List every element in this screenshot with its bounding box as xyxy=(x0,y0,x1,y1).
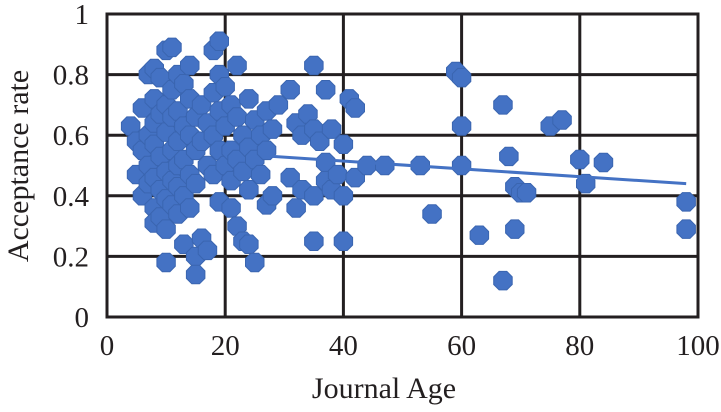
x-tick-label: 20 xyxy=(211,330,240,362)
x-tick-label: 0 xyxy=(100,330,115,362)
data-point-marker xyxy=(676,192,696,212)
data-point-marker xyxy=(570,149,590,170)
data-point-marker xyxy=(422,204,442,224)
data-point-marker xyxy=(345,98,365,118)
data-point-marker xyxy=(215,77,235,97)
data-point-marker xyxy=(505,219,525,239)
data-point-marker xyxy=(333,134,354,154)
y-tick-label: 0.8 xyxy=(53,60,89,92)
data-point-marker xyxy=(552,110,572,130)
data-point-marker xyxy=(315,80,336,100)
data-point-marker xyxy=(156,252,176,273)
data-point-marker xyxy=(333,231,354,251)
data-point-marker xyxy=(268,95,289,115)
x-tick-label: 80 xyxy=(565,330,594,362)
data-point-marker xyxy=(451,116,472,136)
y-axis-title: Acceptance rate xyxy=(2,70,35,262)
data-point-marker xyxy=(180,198,200,218)
data-point-marker xyxy=(239,89,259,109)
y-tick-label: 0.4 xyxy=(53,181,90,213)
data-point-marker xyxy=(185,264,206,285)
data-point-marker xyxy=(209,31,229,51)
data-point-marker xyxy=(185,173,206,194)
data-point-marker xyxy=(245,252,265,273)
y-tick-label: 0.6 xyxy=(53,120,89,152)
data-point-marker xyxy=(197,240,218,261)
x-tick-label: 60 xyxy=(447,330,476,362)
plot-area-border xyxy=(105,12,700,319)
y-axis-tick-labels: 0 0.2 0.4 0.6 0.8 1 xyxy=(53,0,90,334)
x-axis-tick-labels: 0 20 40 60 80 100 xyxy=(100,330,720,362)
data-point-marker xyxy=(321,119,342,139)
data-point-marker xyxy=(280,167,300,188)
data-point-marker xyxy=(451,67,472,88)
data-point-marker xyxy=(156,219,176,239)
data-point-marker xyxy=(239,234,259,254)
data-point-marker xyxy=(174,234,194,254)
data-point-marker xyxy=(499,146,519,167)
data-point-marker xyxy=(516,183,537,203)
data-point-marker xyxy=(221,198,241,218)
data-point-marker xyxy=(262,186,283,206)
x-axis-title: Journal Age xyxy=(312,372,456,405)
data-point-marker xyxy=(304,231,324,251)
data-point-marker xyxy=(493,270,513,291)
y-tick-label: 0.2 xyxy=(53,241,89,273)
data-point-marker xyxy=(150,67,170,88)
data-point-marker xyxy=(327,164,348,185)
x-tick-label: 40 xyxy=(329,330,358,362)
data-point-marker xyxy=(451,155,472,176)
trendline xyxy=(272,154,687,186)
data-point-marker xyxy=(593,152,614,173)
data-point-marker xyxy=(227,107,247,127)
data-point-marker xyxy=(280,80,300,100)
data-point-marker xyxy=(239,180,259,200)
data-point-marker xyxy=(333,186,354,206)
data-point-marker xyxy=(227,55,247,76)
data-points xyxy=(120,31,696,291)
data-point-marker xyxy=(304,55,324,76)
data-point-marker xyxy=(493,95,513,115)
data-point-marker xyxy=(676,219,696,239)
data-point-marker xyxy=(262,119,283,139)
data-point-marker xyxy=(469,225,490,245)
data-point-marker xyxy=(180,55,200,76)
data-point-marker xyxy=(286,198,306,218)
x-tick-label: 100 xyxy=(676,330,720,362)
data-point-marker xyxy=(256,140,277,161)
linear-trendline xyxy=(272,154,687,186)
data-point-marker xyxy=(250,164,271,185)
data-point-marker xyxy=(357,155,377,176)
data-point-marker xyxy=(162,37,182,58)
y-tick-label: 1 xyxy=(75,0,90,31)
data-point-marker xyxy=(304,186,324,206)
y-tick-label: 0 xyxy=(75,302,90,334)
